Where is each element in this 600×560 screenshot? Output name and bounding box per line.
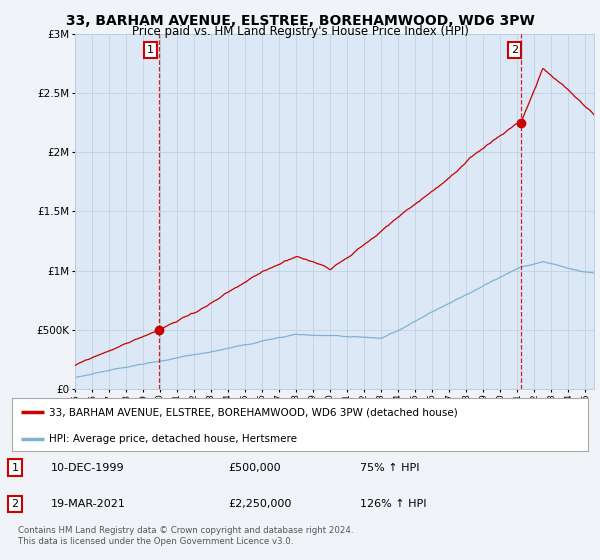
Text: £2,250,000: £2,250,000 [228,499,292,509]
Text: HPI: Average price, detached house, Hertsmere: HPI: Average price, detached house, Hert… [49,434,298,444]
Text: 19-MAR-2021: 19-MAR-2021 [51,499,126,509]
Text: 33, BARHAM AVENUE, ELSTREE, BOREHAMWOOD, WD6 3PW (detached house): 33, BARHAM AVENUE, ELSTREE, BOREHAMWOOD,… [49,408,458,418]
Text: 1: 1 [11,463,19,473]
Text: 75% ↑ HPI: 75% ↑ HPI [360,463,419,473]
Text: Contains HM Land Registry data © Crown copyright and database right 2024.
This d: Contains HM Land Registry data © Crown c… [18,526,353,546]
Text: 33, BARHAM AVENUE, ELSTREE, BOREHAMWOOD, WD6 3PW: 33, BARHAM AVENUE, ELSTREE, BOREHAMWOOD,… [65,14,535,28]
Text: 126% ↑ HPI: 126% ↑ HPI [360,499,427,509]
Text: 1: 1 [147,45,154,55]
Text: £500,000: £500,000 [228,463,281,473]
Text: 2: 2 [11,499,19,509]
Text: 2: 2 [511,45,518,55]
Text: 10-DEC-1999: 10-DEC-1999 [51,463,125,473]
Text: Price paid vs. HM Land Registry's House Price Index (HPI): Price paid vs. HM Land Registry's House … [131,25,469,38]
